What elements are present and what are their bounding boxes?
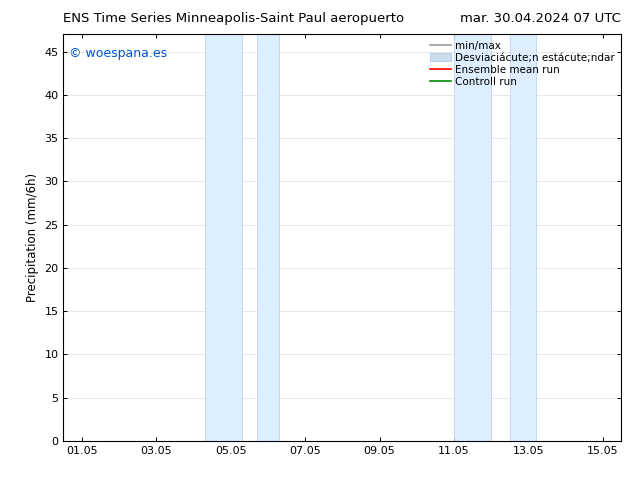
Bar [257, 34, 279, 441]
Bar [205, 34, 242, 441]
Legend: min/max, Desviaciácute;n estácute;ndar, Ensemble mean run, Controll run: min/max, Desviaciácute;n estácute;ndar, … [426, 36, 619, 91]
Y-axis label: Precipitation (mm/6h): Precipitation (mm/6h) [26, 173, 39, 302]
Text: ENS Time Series Minneapolis-Saint Paul aeropuerto: ENS Time Series Minneapolis-Saint Paul a… [63, 12, 404, 25]
Bar [510, 34, 536, 441]
Text: © woespana.es: © woespana.es [69, 47, 167, 59]
Bar [454, 34, 491, 441]
Text: mar. 30.04.2024 07 UTC: mar. 30.04.2024 07 UTC [460, 12, 621, 25]
